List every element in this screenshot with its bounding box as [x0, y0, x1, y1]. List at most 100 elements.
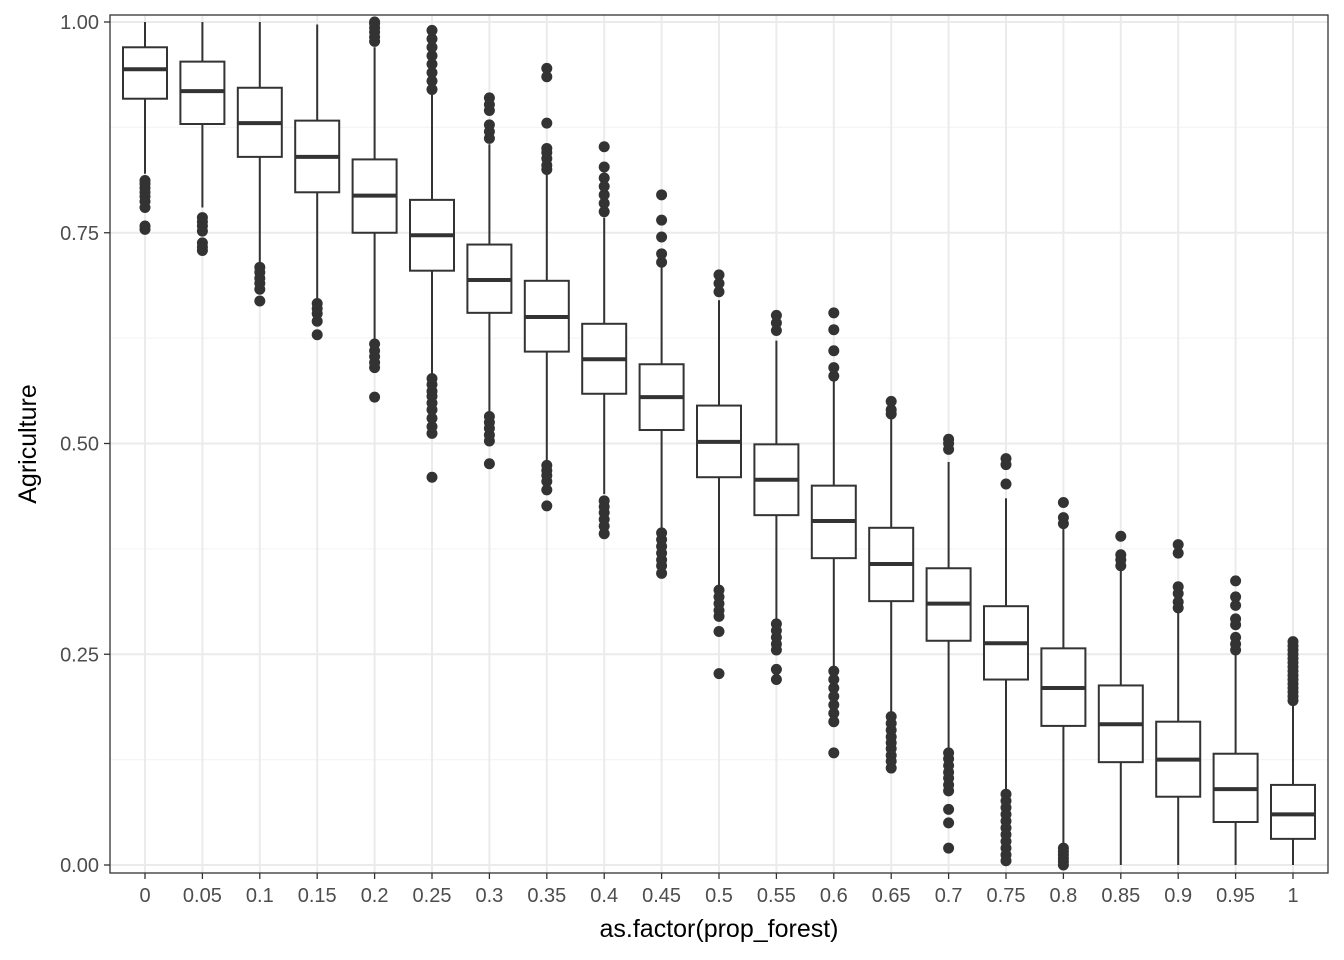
x-tick-label: 0.4: [590, 885, 618, 907]
outlier-point: [483, 458, 495, 470]
outlier-point: [196, 212, 208, 224]
box-0.05: [179, 22, 226, 256]
y-tick-label: 0.00: [60, 855, 99, 877]
outlier-point: [1172, 581, 1184, 593]
outlier-point: [483, 92, 495, 104]
outlier-point: [828, 716, 840, 728]
outlier-point: [770, 317, 782, 329]
y-axis: 0.00 0.25 0.50 0.75 1.00: [60, 12, 110, 877]
outlier-point: [311, 298, 323, 310]
x-tick-label: 0.3: [475, 885, 503, 907]
outlier-point: [828, 324, 840, 336]
outlier-point: [1057, 512, 1069, 524]
outlier-point: [1230, 575, 1242, 587]
outlier-point: [426, 33, 438, 45]
outlier-point: [426, 75, 438, 87]
x-tick-label: 0.8: [1049, 885, 1077, 907]
outlier-point: [541, 62, 553, 74]
outlier-point: [713, 625, 725, 637]
outlier-point: [828, 307, 840, 319]
outlier-point: [1287, 636, 1299, 648]
x-tick-label: 0.2: [361, 885, 389, 907]
y-axis-title: Agriculture: [14, 384, 42, 504]
outlier-point: [426, 471, 438, 483]
box-0.85: [1097, 530, 1144, 865]
x-tick-label: 0.5: [705, 885, 733, 907]
x-tick-label: 0.9: [1164, 885, 1192, 907]
box-0.95: [1212, 575, 1259, 865]
outlier-point: [426, 412, 438, 424]
x-tick-label: 0.45: [642, 885, 681, 907]
outlier-point: [254, 295, 266, 307]
outlier-point: [713, 277, 725, 289]
outlier-point: [943, 747, 955, 759]
outlier-point: [369, 391, 381, 403]
box-0.8: [1040, 497, 1087, 871]
outlier-point: [828, 665, 840, 677]
outlier-point: [1172, 539, 1184, 551]
outlier-point: [598, 495, 610, 507]
outlier-point: [598, 197, 610, 209]
x-tick-label: 0.75: [987, 885, 1026, 907]
outlier-point: [828, 674, 840, 686]
outlier-point: [656, 189, 668, 201]
x-tick-label: 1: [1287, 885, 1298, 907]
box-iqr: [122, 46, 168, 100]
outlier-point: [598, 206, 610, 218]
outlier-point: [656, 214, 668, 226]
y-tick-label: 0.50: [60, 434, 99, 456]
outlier-point: [656, 256, 668, 268]
outlier-point: [828, 345, 840, 357]
y-tick-label: 1.00: [60, 12, 99, 34]
outlier-point: [541, 484, 553, 496]
outlier-point: [828, 747, 840, 759]
outlier-point: [656, 231, 668, 243]
box-0: [122, 22, 168, 235]
box-0.6: [810, 307, 857, 759]
outlier-point: [828, 362, 840, 374]
outlier-point: [770, 674, 782, 686]
outlier-point: [1172, 547, 1184, 559]
x-tick-label: 0.85: [1101, 885, 1140, 907]
x-tick-label: 0.65: [872, 885, 911, 907]
outlier-point: [1000, 788, 1012, 800]
outlier-point: [828, 370, 840, 382]
outlier-point: [598, 180, 610, 192]
outlier-point: [139, 174, 151, 186]
box-0.15: [294, 24, 341, 341]
outlier-point: [541, 142, 553, 154]
x-tick-label: 0.1: [246, 885, 274, 907]
box-iqr: [1270, 783, 1316, 840]
x-tick-label: 0.35: [527, 885, 566, 907]
box-1: [1270, 636, 1316, 865]
x-tick-label: 0.95: [1216, 885, 1255, 907]
box-0.25: [409, 24, 455, 483]
box-0.3: [466, 92, 513, 470]
outlier-point: [828, 699, 840, 711]
outlier-point: [1230, 599, 1242, 611]
outlier-point: [943, 803, 955, 815]
outlier-point: [598, 172, 610, 184]
outlier-point: [254, 261, 266, 273]
x-tick-label: 0.55: [757, 885, 796, 907]
outlier-point: [885, 711, 897, 723]
outlier-point: [943, 433, 955, 445]
box-0.75: [983, 453, 1029, 867]
x-axis: 0 0.05 0.1 0.15 0.2 0.25 0.3 0.35 0.4 0.45 0.5 0.55…: [139, 873, 1299, 907]
outlier-point: [885, 395, 897, 407]
box-0.2: [351, 16, 398, 403]
outlier-point: [1115, 530, 1127, 542]
outlier-point: [1057, 497, 1069, 509]
x-tick-label: 0.25: [413, 885, 452, 907]
outlier-point: [1230, 591, 1242, 603]
outlier-point: [943, 817, 955, 829]
box-0.55: [753, 309, 800, 686]
box-0.45: [638, 189, 685, 579]
x-tick-label: 0.6: [820, 885, 848, 907]
box-0.65: [868, 395, 915, 774]
outlier-point: [770, 309, 782, 321]
outlier-point: [426, 50, 438, 62]
outlier-point: [598, 161, 610, 173]
outlier-point: [1000, 478, 1012, 490]
